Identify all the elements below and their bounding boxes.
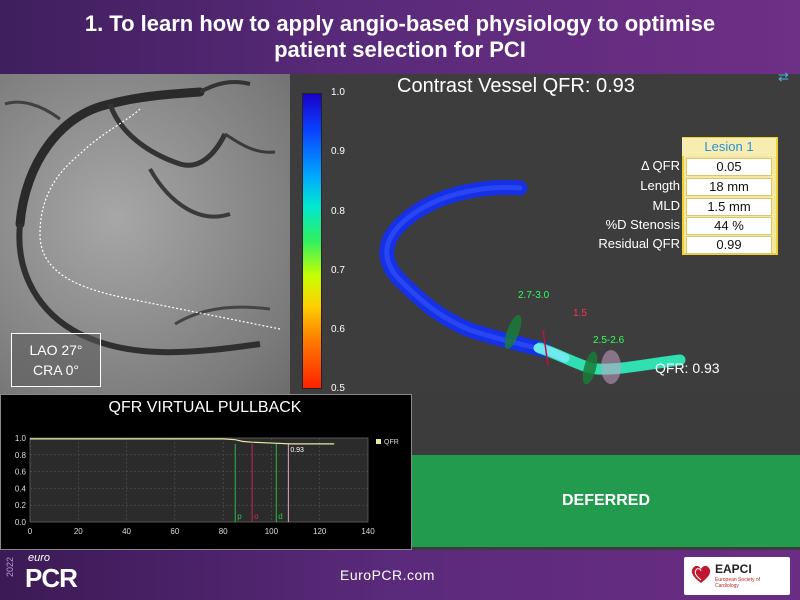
colorbar-tick: 0.9 — [331, 146, 345, 157]
x-tick-label: 60 — [170, 527, 179, 536]
plot-area — [29, 437, 369, 523]
colorbar-tick: 0.6 — [331, 324, 345, 335]
lesion-row-value: 18 mm — [686, 178, 772, 196]
pullback-marker-label: o — [254, 512, 259, 521]
lesion-row-value: 44 % — [686, 217, 772, 235]
colorbar-tick: 0.7 — [331, 265, 345, 276]
y-tick-label: 1.0 — [15, 434, 27, 443]
slide-title: 1. To learn how to apply angio-based phy… — [84, 11, 716, 62]
final-qfr-label: QFR: 0.93 — [655, 360, 720, 376]
legend-swatch — [376, 439, 381, 444]
decision-banner: DEFERRED — [412, 455, 800, 547]
footer-url[interactable]: EuroPCR.com — [340, 567, 435, 583]
eapci-subtitle: European Society of Cardiology — [715, 577, 761, 589]
y-tick-label: 0.0 — [15, 518, 27, 527]
colorbar-tick: 0.8 — [331, 206, 345, 217]
lesion-row-value: 0.99 — [686, 236, 772, 254]
pullback-marker-label: p — [237, 512, 242, 521]
y-tick-label: 0.4 — [15, 484, 27, 493]
proximal-diameter-label: 2.7-3.0 — [518, 290, 550, 301]
rotate-icon[interactable]: ⇄ — [778, 69, 789, 84]
lesion-table — [682, 137, 778, 255]
mld-label: 1.5 — [573, 308, 587, 319]
lesion-header[interactable]: Lesion 1 — [682, 138, 776, 156]
distal-diameter-label: 2.5-2.6 — [593, 335, 625, 346]
decision-label: DEFERRED — [561, 492, 650, 509]
footer — [0, 550, 800, 600]
eapci-title: EAPCI — [715, 562, 752, 576]
view-angle-label: LAO 27° CRA 0° — [11, 333, 101, 387]
colorbar-tick: 1.0 — [331, 87, 345, 98]
contrast-qfr-title: Contrast Vessel QFR: 0.93 — [397, 75, 635, 97]
lesion-row-value: 1.5 mm — [686, 198, 772, 216]
lesion-row-label: Length — [640, 178, 680, 193]
pullback-title: QFR VIRTUAL PULLBACK — [108, 399, 302, 416]
lesion-row-label: MLD — [652, 198, 680, 213]
colorbar-tick: 0.5 — [331, 383, 345, 394]
y-tick-label: 0.2 — [15, 501, 27, 510]
legend-label: QFR — [384, 439, 399, 446]
qfr-series-line — [30, 438, 335, 445]
lesion-row-label: Δ QFR — [640, 158, 680, 173]
x-tick-label: 40 — [122, 527, 131, 536]
title-bar: 1. To learn how to apply angio-based phy… — [0, 0, 800, 74]
view-angle-lao: LAO 27° — [29, 342, 83, 358]
y-tick-label: 0.6 — [15, 468, 27, 477]
x-tick-label: 20 — [74, 527, 83, 536]
heart-icon — [691, 565, 711, 583]
logo-euro: euro — [28, 552, 51, 564]
x-tick-label: 100 — [265, 527, 279, 536]
x-tick-label: 80 — [219, 527, 228, 536]
lesion-row-label: %D Stenosis — [605, 217, 680, 232]
y-tick-label: 0.8 — [15, 451, 27, 460]
pullback-marker-label: d — [278, 512, 282, 521]
x-tick-label: 0 — [28, 527, 33, 536]
view-angle-cra: CRA 0° — [32, 362, 80, 378]
lesion-row-label: Residual QFR — [598, 236, 680, 251]
qfr-colorbar — [302, 93, 322, 389]
x-tick-label: 120 — [313, 527, 327, 536]
logo-year: 2022 — [5, 557, 15, 578]
pullback-chart: 0.0 0.2 0.4 0.6 0.8 1.0 0 20 40 60 80 100 120 140 p o d 0… — [15, 434, 399, 536]
x-tick-label: 140 — [361, 527, 375, 536]
europcr-logo: PCR — [25, 563, 78, 593]
lesion-row-value: 0.05 — [686, 158, 772, 176]
pullback-annotation: 0.93 — [290, 447, 304, 454]
